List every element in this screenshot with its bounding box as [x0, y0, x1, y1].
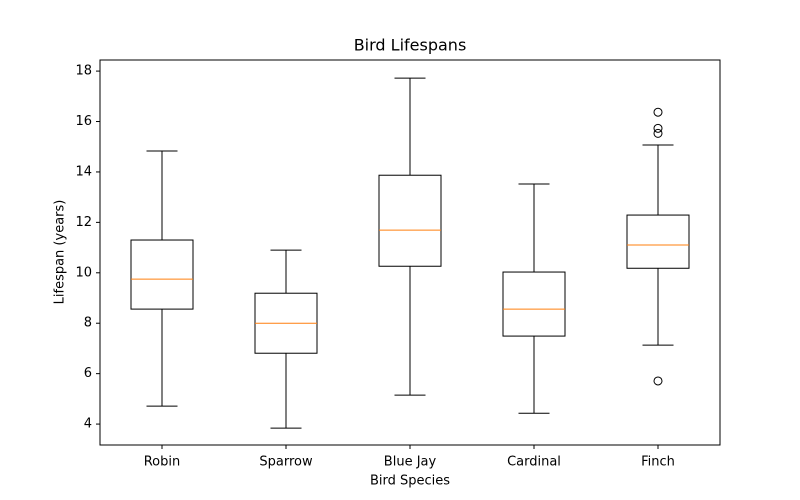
x-axis-label: Bird Species: [370, 474, 450, 489]
y-axis-label: Lifespan (years): [53, 200, 68, 305]
box: [502, 271, 566, 337]
y-tick-label: 6: [84, 366, 92, 381]
x-tick-label: Finch: [641, 455, 675, 470]
outlier: [653, 128, 663, 138]
box: [626, 214, 690, 269]
y-tick-label: 16: [75, 114, 92, 129]
box: [130, 239, 194, 310]
chart-title: Bird Lifespans: [354, 36, 467, 55]
box: [378, 174, 442, 267]
x-tick-label: Blue Jay: [384, 455, 437, 470]
y-tick-label: 8: [84, 316, 92, 331]
y-tick-label: 18: [75, 64, 92, 79]
x-tick-label: Cardinal: [507, 455, 561, 470]
outlier: [653, 107, 663, 117]
y-tick-label: 10: [75, 265, 92, 280]
outlier: [653, 123, 663, 133]
outlier: [653, 376, 663, 386]
y-tick-label: 14: [75, 164, 92, 179]
x-tick-label: Sparrow: [259, 455, 313, 470]
y-tick-label: 12: [75, 215, 92, 230]
x-tick-label: Robin: [144, 455, 181, 470]
y-tick-label: 4: [84, 417, 92, 432]
